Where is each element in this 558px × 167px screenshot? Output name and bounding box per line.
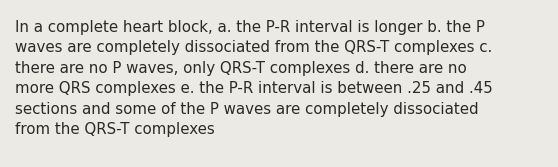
Text: In a complete heart block, a. the P-R interval is longer b. the P
waves are comp: In a complete heart block, a. the P-R in… xyxy=(15,20,493,137)
